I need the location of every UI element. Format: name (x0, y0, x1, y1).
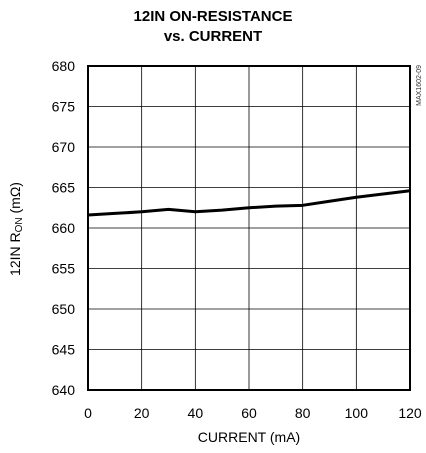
x-tick-label: 20 (134, 405, 150, 421)
y-tick-label: 680 (52, 58, 76, 74)
part-number-label: MAX1602-09 (416, 65, 423, 106)
series-layer (87, 189, 411, 217)
y-tick-label: 650 (52, 301, 76, 317)
y-tick-label: 655 (52, 261, 76, 277)
chart-title-line1: 12IN ON-RESISTANCE (133, 8, 293, 25)
y-axis-ticks: 640 645 650 655 660 665 670 675 680 (52, 58, 76, 398)
x-tick-label: 100 (345, 405, 369, 421)
x-tick-label: 80 (295, 405, 311, 421)
x-tick-label: 0 (84, 405, 92, 421)
x-tick-label: 60 (241, 405, 257, 421)
x-axis-ticks: 0 20 40 60 80 100 120 (84, 405, 422, 421)
series-line (87, 189, 411, 217)
y-tick-label: 640 (52, 382, 76, 398)
chart-title-line2: vs. CURRENT (163, 28, 263, 45)
y-tick-label: 645 (52, 342, 76, 358)
x-axis-label: CURRENT (mA) (197, 429, 301, 445)
y-axis-label: 12IN RON (mΩ) (7, 182, 25, 276)
y-tick-label: 670 (52, 139, 76, 155)
y-tick-label: 665 (52, 180, 76, 196)
x-tick-label: 120 (398, 405, 422, 421)
y-tick-label: 660 (52, 220, 76, 236)
x-tick-label: 40 (188, 405, 204, 421)
grid (87, 65, 411, 391)
y-tick-label: 675 (52, 99, 76, 115)
plot-frame (87, 65, 411, 391)
